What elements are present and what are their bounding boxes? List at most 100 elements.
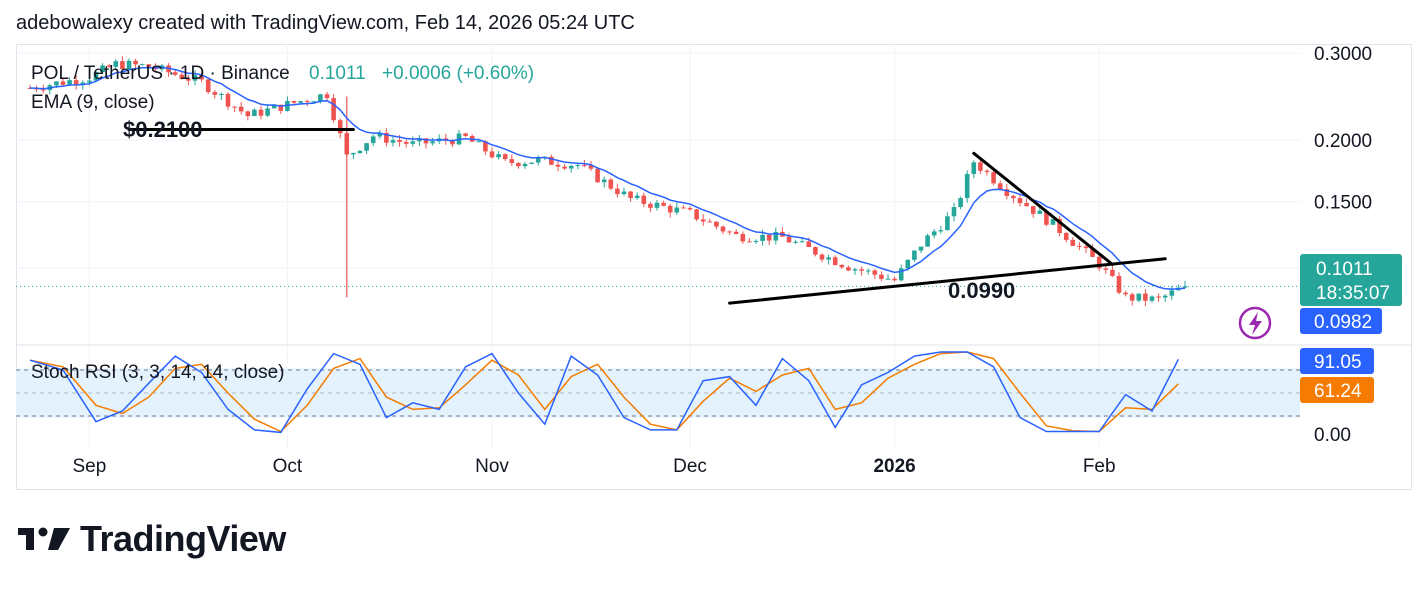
candle-body	[291, 100, 297, 103]
bar-countdown: 18:35:07	[1316, 283, 1390, 304]
candle-body	[905, 259, 911, 269]
trendlines[interactable]	[127, 128, 1167, 305]
candle-body	[1103, 268, 1109, 270]
candle-body	[483, 141, 488, 152]
candle-body	[938, 230, 944, 232]
candle-body	[179, 74, 185, 80]
candle-body	[1070, 239, 1076, 246]
candle-body	[1057, 219, 1062, 234]
candle-body	[1017, 198, 1023, 204]
candle-body	[192, 75, 198, 81]
candle-body	[245, 111, 251, 117]
time-axis[interactable]: Sep Oct Nov Dec 2026 Feb	[72, 456, 1115, 477]
candle-body	[747, 241, 752, 243]
candle-body	[852, 269, 858, 271]
candle-body	[509, 159, 515, 164]
candle-body	[879, 274, 884, 279]
stoch-k-badge: 91.05	[1300, 348, 1374, 374]
candle-body	[403, 141, 409, 144]
candle-body	[298, 101, 303, 103]
time-tick-label: 2026	[873, 456, 915, 477]
time-tick-label: Sep	[72, 456, 106, 477]
candle-body	[225, 93, 231, 107]
candle-body	[931, 231, 937, 236]
candle-body	[205, 79, 211, 93]
candle-body	[753, 240, 759, 242]
candle-body	[826, 257, 831, 260]
candle-body	[1077, 245, 1082, 247]
candle-body	[430, 141, 435, 144]
candle-body	[390, 140, 396, 143]
last-price-badge: 0.1011 18:35:07	[1300, 254, 1402, 306]
candle-body	[423, 138, 429, 144]
candle-body	[991, 172, 996, 184]
candle-body	[971, 162, 977, 174]
candle-body	[535, 157, 541, 163]
candle-body	[258, 109, 264, 116]
candle-body	[384, 132, 389, 143]
stoch-d-badge: 61.24	[1300, 377, 1374, 403]
candle-body	[87, 80, 92, 83]
legend-change: +0.0006 (+0.60%)	[382, 63, 534, 84]
tradingview-logo-icon	[18, 527, 70, 550]
candle-body	[575, 165, 581, 167]
candle-body	[304, 101, 310, 103]
candle-body	[740, 234, 746, 242]
legend-last: 0.1011	[309, 63, 366, 84]
chart-area[interactable]: POL / TetherUS · 1D · Binance 0.1011 +0.…	[16, 44, 1412, 490]
candle-body	[562, 166, 567, 169]
candle-body	[311, 101, 317, 103]
candle-body	[628, 191, 633, 198]
candle-body	[1004, 189, 1010, 196]
stoch-d-value: 61.24	[1314, 381, 1362, 402]
candle-body	[918, 246, 924, 251]
trendline-2	[728, 257, 1167, 305]
candle-body	[925, 235, 930, 247]
candle-body	[661, 202, 666, 206]
candle-body	[634, 195, 640, 198]
candle-body	[417, 138, 422, 142]
candle-body	[951, 207, 957, 217]
candle-body	[773, 231, 779, 241]
price-chart[interactable]: POL / TetherUS · 1D · Binance 0.1011 +0.…	[16, 44, 1412, 490]
candle-body	[997, 183, 1003, 190]
candle-body	[595, 168, 600, 183]
candle-body	[522, 163, 528, 167]
chart-credit: adebowalexy created with TradingView.com…	[16, 12, 635, 34]
candle-body	[555, 164, 561, 167]
tradingview-brand[interactable]: TradingView	[18, 518, 286, 560]
candle-body	[984, 170, 990, 173]
candle-body	[667, 205, 673, 213]
lightning-icon[interactable]	[1238, 306, 1272, 340]
candle-body	[654, 202, 660, 208]
candle-body	[714, 221, 719, 227]
candle-body	[370, 136, 376, 144]
candle-body	[199, 75, 204, 80]
time-tick-label: Feb	[1083, 456, 1116, 477]
candle-body	[120, 61, 125, 70]
candle-body	[252, 109, 257, 117]
legend-stoch: Stoch RSI (3, 3, 14, 14, close)	[31, 362, 284, 383]
resistance-label: $0.2100	[123, 117, 203, 142]
candle-body	[806, 241, 812, 248]
candle-body	[351, 153, 356, 155]
candle-body	[958, 198, 963, 208]
candle-body	[60, 81, 66, 85]
candle-body	[1116, 275, 1122, 293]
candle-body	[318, 94, 323, 102]
candle-body	[601, 179, 607, 183]
candle-body	[476, 141, 482, 143]
candle-body	[133, 60, 138, 65]
candle-body	[271, 104, 277, 109]
candle-body	[1037, 210, 1043, 214]
ema-line	[29, 66, 1186, 290]
candle-body	[733, 231, 739, 235]
candle-body	[621, 191, 627, 195]
candle-body	[1136, 293, 1142, 301]
candle-body	[324, 94, 330, 99]
candle-body	[608, 179, 614, 189]
candle-body	[760, 234, 765, 241]
candle-body	[502, 154, 508, 160]
candle-body	[615, 188, 620, 195]
